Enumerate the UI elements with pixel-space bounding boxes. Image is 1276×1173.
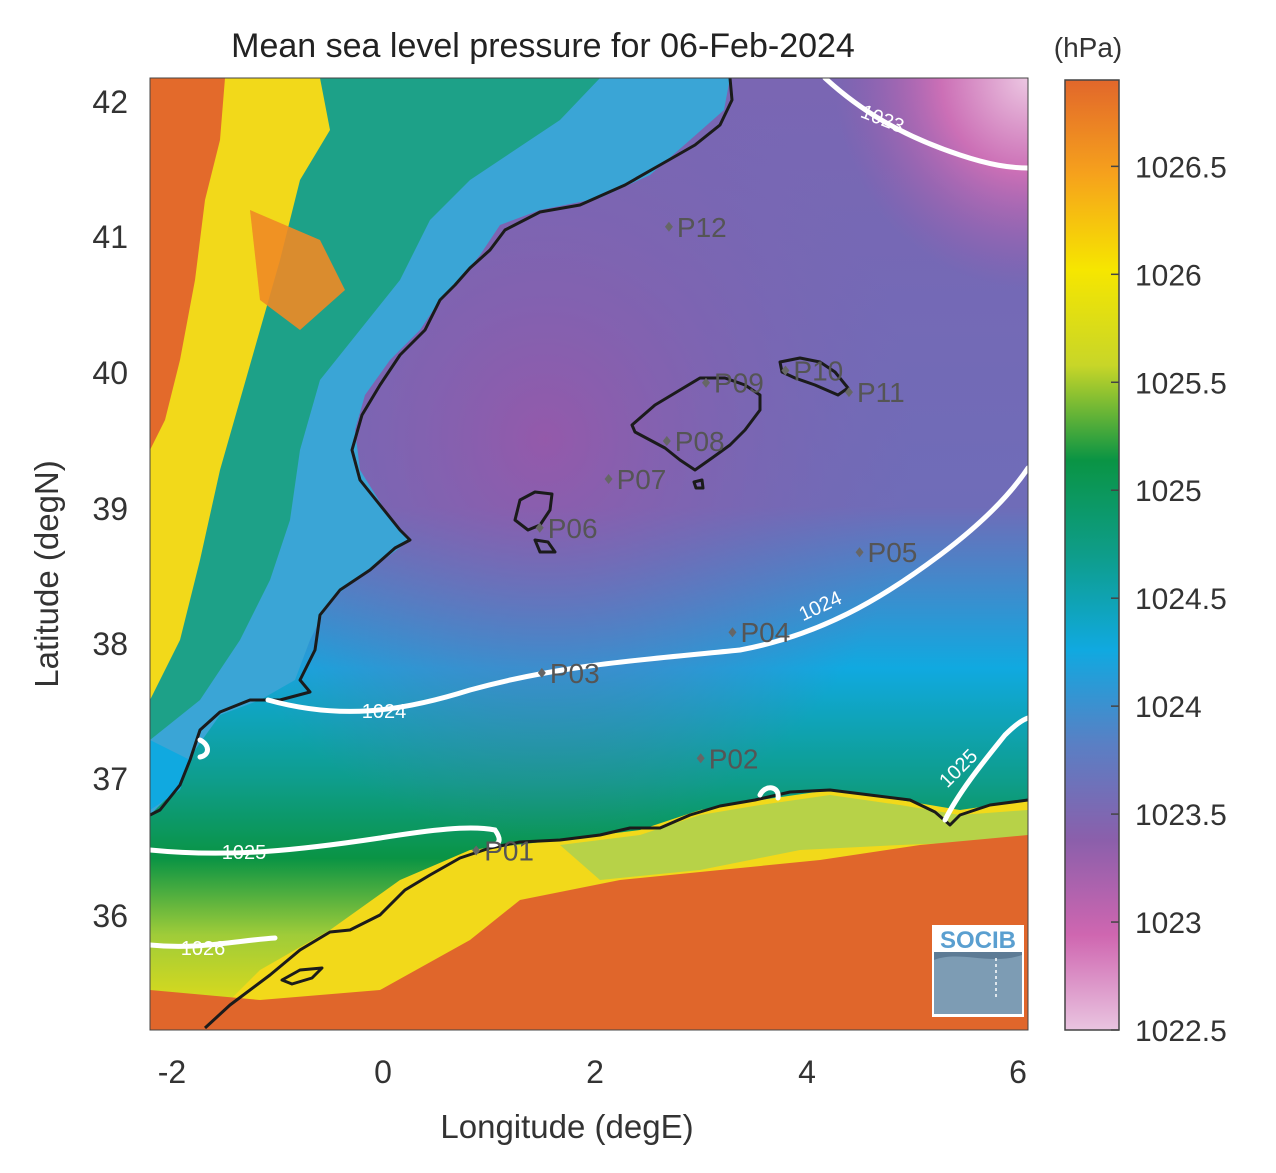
station-marker [855,547,864,558]
cabrera-island [692,478,705,490]
iberia-coastline [150,78,734,817]
station-label: P09 [714,368,764,399]
africa-land-green [560,795,1028,880]
y-tick-label: 39 [92,491,128,527]
station-label: P01 [484,836,534,867]
x-axis-label: Longitude (degE) [440,1108,693,1145]
x-tick-label: 6 [1009,1054,1027,1090]
map-frame [149,77,1029,1031]
iberia-orange-patch [250,210,345,330]
station-marker [701,377,710,388]
colorbar-tick-label: 1025.5 [1135,367,1227,400]
ibiza-coastline [513,490,554,532]
iberia-south-band [150,740,190,810]
y-axis: 42 41 40 39 38 37 36 Latitude (degN) [28,84,128,934]
colorbar-ticks: 1026.5 1026 1025.5 1025 1024.5 1024 1023.5 1023… [1111,151,1227,1048]
station-marker [664,221,673,232]
iberia-orange-zone [150,78,225,450]
station-marker [472,845,481,856]
colorbar: (hPa) 1026.5 1026 1025.5 1025 1024.5 1024 1023… [1054,32,1227,1048]
colorbar-tick-label: 1025 [1135,475,1202,508]
station-marker [537,667,546,678]
x-axis: -2 0 2 4 6 Longitude (degE) [158,1054,1027,1145]
isobar-label: 1025 [222,842,267,864]
colorbar-tick-label: 1026.5 [1135,151,1227,184]
colorbar-tick-label: 1023 [1135,907,1202,940]
socib-logo-text: SOCIB [940,927,1016,954]
x-tick-label: 0 [374,1054,392,1090]
station-label: P02 [709,743,759,774]
station-marker [728,627,737,638]
isobars [150,78,1028,949]
station-label: P07 [617,464,667,495]
x-tick-label: 4 [798,1054,816,1090]
isobar-label: 1026 [181,938,226,960]
colorbar-tick-label: 1023.5 [1135,799,1227,832]
chart-title: Mean sea level pressure for 06-Feb-2024 [231,27,855,65]
station-marker [535,522,544,533]
isobar-1024-line [265,465,1028,714]
station-label: P04 [740,617,790,648]
y-axis-label: Latitude (degN) [28,460,65,687]
station-marker [844,387,853,398]
station-marker [781,365,790,376]
station-marker [604,473,613,484]
colorbar-tick-label: 1024.5 [1135,583,1227,616]
isobar-closed-loop [197,737,210,760]
station-label: P06 [548,513,598,544]
africa-land-orange [150,835,1028,1030]
y-tick-label: 36 [92,898,128,934]
y-tick-label: 41 [92,219,128,255]
station-label: P08 [675,426,725,457]
station-label: P03 [550,658,600,689]
isobar-small-loop [757,785,781,801]
x-tick-label: -2 [158,1054,186,1090]
station-label: P12 [677,212,727,243]
station-marker [662,436,671,446]
socib-logo: SOCIB [932,925,1024,1017]
station-label: P05 [868,537,918,568]
station-marker [696,753,705,764]
colorbar-unit: (hPa) [1054,32,1122,63]
isobar-1025-line [150,825,502,856]
menorca-coastline [778,356,850,397]
isobar-1023-line [822,78,1028,171]
x-tick-label: 2 [586,1054,604,1090]
map-area: 1023 1024 1024 1025 1025 1026 P01P02P03P… [150,78,1028,1030]
colorbar-scale [1064,79,1120,1031]
isobar-label: 1024 [362,701,407,723]
africa-coastline [203,788,1028,1030]
station-label: P10 [793,355,843,386]
station-markers: P01 P02 P03 P04 P05 P06 P07 P08 P09 P10 P11 P12 [472,212,917,867]
colorbar-tick-label: 1026 [1135,259,1202,292]
mallorca-coastline [630,376,762,472]
y-tick-label: 37 [92,761,128,797]
y-tick-label: 38 [92,626,128,662]
colorbar-tick-label: 1022.5 [1135,1015,1227,1048]
alboran-island [280,966,324,986]
y-tick-label: 42 [92,84,128,120]
formentera-coastline [533,538,557,554]
coastlines [150,78,1028,1030]
y-tick-label: 40 [92,355,128,391]
station-label: P11 [857,377,905,408]
colorbar-tick-label: 1024 [1135,691,1202,724]
isobar-1025-east-line [942,715,1028,823]
isobar-1026-line [150,935,278,949]
